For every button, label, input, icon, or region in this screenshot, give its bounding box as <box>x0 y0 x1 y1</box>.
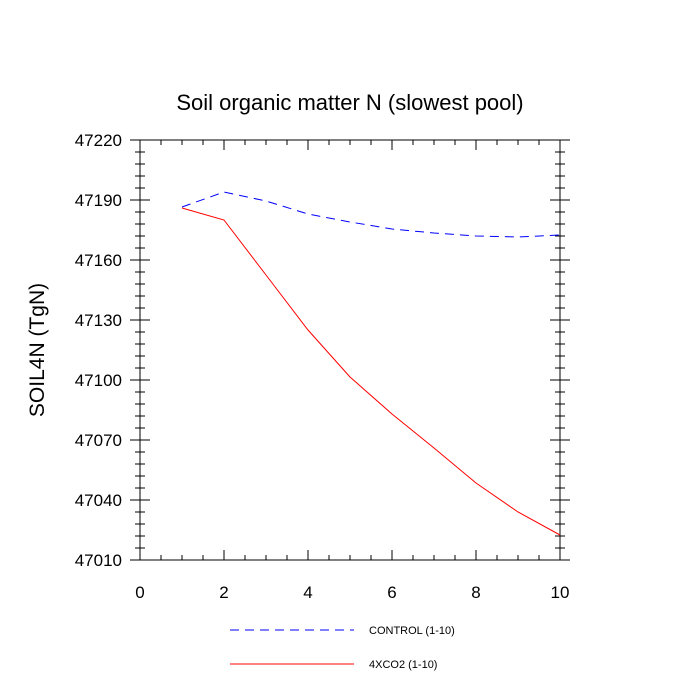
series-line-1 <box>181 191 561 238</box>
series-line-2 <box>181 207 561 536</box>
y-tick-label: 47070 <box>75 431 122 450</box>
x-tick-label: 6 <box>387 583 396 602</box>
y-tick-label: 47160 <box>75 251 122 270</box>
x-tick-label: 10 <box>551 583 570 602</box>
axis-ticks: 0 2 4 6 8 10 47010 47040 47070 47100 47130 47160 471… <box>75 131 570 602</box>
legend-label-2: 4XCO2 (1-10) <box>369 659 437 671</box>
y-tick-label: 47010 <box>75 551 122 570</box>
chart-title: Soil organic matter N (slowest pool) <box>176 90 523 115</box>
x-tick-label: 0 <box>135 583 144 602</box>
x-tick-label: 2 <box>219 583 228 602</box>
legend: CONTROL (1-10) 4XCO2 (1-10) <box>230 625 455 671</box>
legend-label-1: CONTROL (1-10) <box>369 625 455 637</box>
y-tick-label: 47040 <box>75 491 122 510</box>
x-tick-label: 8 <box>471 583 480 602</box>
y-axis-label: SOIL4N (TgN) <box>26 283 49 417</box>
y-tick-label: 47190 <box>75 191 122 210</box>
x-tick-label: 4 <box>303 583 312 602</box>
y-tick-label: 47130 <box>75 311 122 330</box>
y-tick-label: 47100 <box>75 371 122 390</box>
y-tick-label: 47220 <box>75 131 122 150</box>
series-lines <box>181 191 561 536</box>
